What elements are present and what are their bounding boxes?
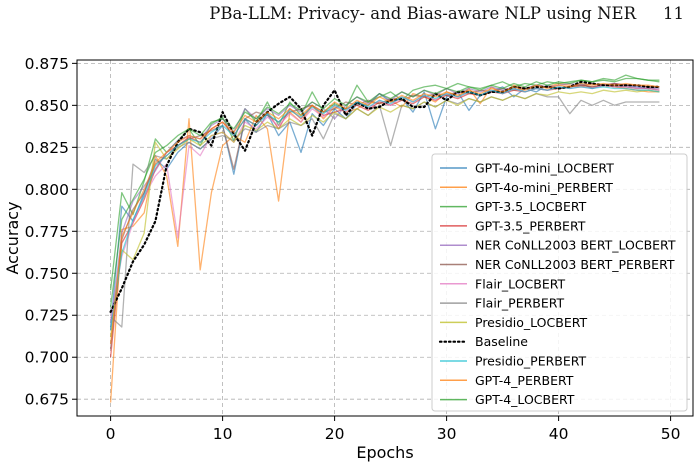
series-line-12 [109, 74, 660, 307]
series-line-10 [109, 86, 660, 331]
legend-label: NER CoNLL2003 BERT_PERBERT [475, 257, 675, 272]
page-number: 11 [663, 4, 684, 23]
legend-label: Presidio_PERBERT [475, 354, 587, 369]
legend-label: GPT-4o-mini_PERBERT [475, 180, 613, 195]
series-line-7 [110, 92, 660, 328]
x-axis-label: Epochs [356, 443, 413, 462]
y-tick-label: 0.850 [25, 97, 69, 115]
legend-label: GPT-4o-mini_LOCBERT [475, 161, 614, 176]
x-tick-label: 0 [106, 425, 116, 443]
x-tick-label: 20 [325, 425, 345, 443]
y-tick-label: 0.675 [25, 391, 69, 409]
legend: GPT-4o-mini_LOCBERT GPT-4o-mini_PERBERT GP… [431, 153, 688, 412]
legend-label: GPT-3.5_PERBERT [475, 218, 586, 233]
y-tick-label: 0.775 [25, 223, 69, 241]
y-tick-label: 0.725 [25, 307, 69, 325]
axes: 0 10 20 30 40 50 0.675 0.700 0.725 0.750 0.775 0.80… [25, 55, 681, 443]
legend-label: GPT-4_PERBERT [475, 373, 574, 388]
legend-label: GPT-4_LOCBERT [475, 392, 575, 407]
plot-frame [76, 59, 694, 417]
series-line-11 [109, 82, 660, 344]
legend-label: GPT-3.5_LOCBERT [475, 199, 587, 214]
y-tick-label: 0.875 [25, 55, 69, 73]
legend-label: Flair_LOCBERT [475, 276, 566, 291]
series-lines [109, 74, 661, 403]
legend-box [431, 153, 688, 412]
page-header: PBa-LLM: Privacy- and Bias-aware NLP usi… [0, 0, 700, 40]
legend-label: NER CoNLL2003 BERT_LOCBERT [475, 238, 676, 253]
y-tick-label: 0.750 [25, 265, 69, 283]
x-tick-label: 30 [437, 425, 457, 443]
running-title: PBa-LLM: Privacy- and Bias-aware NLP usi… [209, 4, 636, 23]
series-line-2 [109, 77, 660, 291]
y-tick-label: 0.825 [25, 139, 69, 157]
series-line-8 [109, 89, 660, 338]
x-tick-label: 50 [661, 425, 681, 443]
y-tick-label: 0.800 [25, 181, 69, 199]
y-tick-label: 0.700 [25, 349, 69, 367]
legend-label: Presidio_LOCBERT [475, 315, 587, 330]
x-tick-label: 10 [213, 425, 233, 443]
x-tick-label: 40 [549, 425, 569, 443]
y-axis-label: Accuracy [3, 201, 22, 274]
legend-label: Baseline [475, 334, 528, 349]
legend-label: Flair_PERBERT [475, 296, 565, 311]
